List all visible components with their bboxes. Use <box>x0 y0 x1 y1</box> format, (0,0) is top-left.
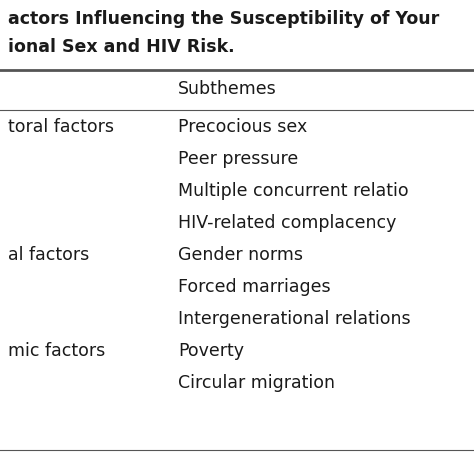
Text: al factors: al factors <box>8 246 89 264</box>
Text: Circular migration: Circular migration <box>178 374 335 392</box>
Text: ional Sex and HIV Risk.: ional Sex and HIV Risk. <box>8 38 235 56</box>
Text: Subthemes: Subthemes <box>178 80 277 98</box>
Text: mic factors: mic factors <box>8 342 105 360</box>
Text: toral factors: toral factors <box>8 118 114 136</box>
Text: Multiple concurrent relatio: Multiple concurrent relatio <box>178 182 409 200</box>
Text: HIV-related complacency: HIV-related complacency <box>178 214 396 232</box>
Text: Intergenerational relations: Intergenerational relations <box>178 310 410 328</box>
Text: Poverty: Poverty <box>178 342 244 360</box>
Text: Peer pressure: Peer pressure <box>178 150 298 168</box>
Text: Gender norms: Gender norms <box>178 246 303 264</box>
Text: actors Influencing the Susceptibility of Your: actors Influencing the Susceptibility of… <box>8 10 439 28</box>
Text: Precocious sex: Precocious sex <box>178 118 307 136</box>
Text: Forced marriages: Forced marriages <box>178 278 331 296</box>
